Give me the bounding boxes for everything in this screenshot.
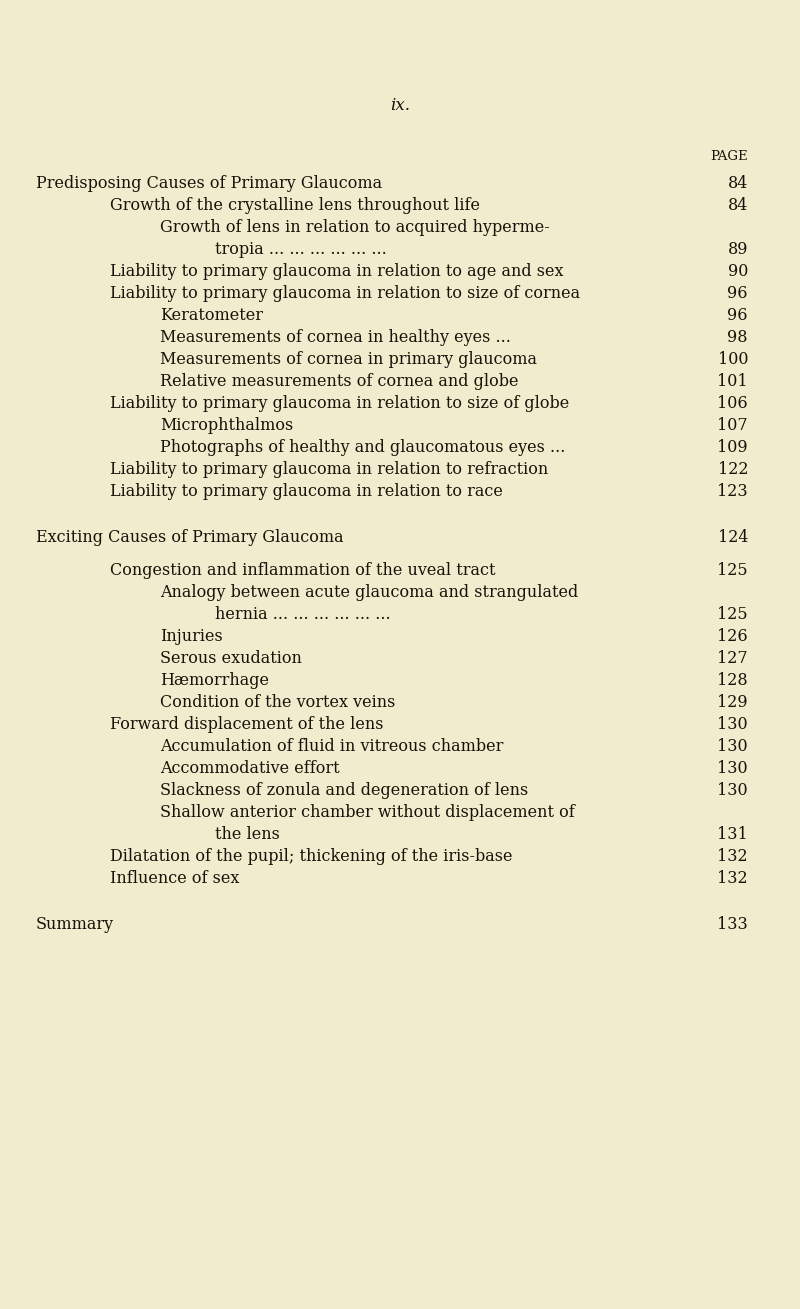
Text: 130: 130 (718, 761, 748, 778)
Text: Shallow anterior chamber without displacement of: Shallow anterior chamber without displac… (160, 804, 574, 821)
Text: Accommodative effort: Accommodative effort (160, 761, 340, 778)
Text: hernia ... ... ... ... ... ...: hernia ... ... ... ... ... ... (215, 606, 390, 623)
Text: Congestion and inflammation of the uveal tract: Congestion and inflammation of the uveal… (110, 562, 495, 579)
Text: Accumulation of fluid in vitreous chamber: Accumulation of fluid in vitreous chambe… (160, 738, 503, 755)
Text: Exciting Causes of Primary Glaucoma: Exciting Causes of Primary Glaucoma (36, 529, 344, 546)
Text: 123: 123 (718, 483, 748, 500)
Text: 96: 96 (727, 308, 748, 325)
Text: 130: 130 (718, 738, 748, 755)
Text: Measurements of cornea in primary glaucoma: Measurements of cornea in primary glauco… (160, 351, 537, 368)
Text: 84: 84 (728, 175, 748, 192)
Text: Summary: Summary (36, 916, 114, 933)
Text: 122: 122 (718, 461, 748, 478)
Text: Measurements of cornea in healthy eyes ...: Measurements of cornea in healthy eyes .… (160, 329, 511, 346)
Text: 96: 96 (727, 285, 748, 302)
Text: 89: 89 (727, 241, 748, 258)
Text: 130: 130 (718, 783, 748, 800)
Text: Growth of lens in relation to acquired hyperme-: Growth of lens in relation to acquired h… (160, 219, 550, 236)
Text: Liability to primary glaucoma in relation to size of cornea: Liability to primary glaucoma in relatio… (110, 285, 580, 302)
Text: 133: 133 (718, 916, 748, 933)
Text: 107: 107 (718, 418, 748, 435)
Text: Analogy between acute glaucoma and strangulated: Analogy between acute glaucoma and stran… (160, 584, 578, 601)
Text: Liability to primary glaucoma in relation to race: Liability to primary glaucoma in relatio… (110, 483, 503, 500)
Text: Serous exudation: Serous exudation (160, 651, 302, 668)
Text: Relative measurements of cornea and globe: Relative measurements of cornea and glob… (160, 373, 518, 390)
Text: Liability to primary glaucoma in relation to size of globe: Liability to primary glaucoma in relatio… (110, 395, 570, 412)
Text: tropia ... ... ... ... ... ...: tropia ... ... ... ... ... ... (215, 241, 386, 258)
Text: 127: 127 (718, 651, 748, 668)
Text: 131: 131 (718, 826, 748, 843)
Text: Liability to primary glaucoma in relation to refraction: Liability to primary glaucoma in relatio… (110, 461, 548, 478)
Text: 106: 106 (718, 395, 748, 412)
Text: 100: 100 (718, 351, 748, 368)
Text: Microphthalmos: Microphthalmos (160, 418, 294, 435)
Text: 98: 98 (727, 329, 748, 346)
Text: 129: 129 (718, 694, 748, 711)
Text: Influence of sex: Influence of sex (110, 870, 239, 888)
Text: Growth of the crystalline lens throughout life: Growth of the crystalline lens throughou… (110, 196, 480, 213)
Text: the lens: the lens (215, 826, 280, 843)
Text: Keratometer: Keratometer (160, 308, 263, 325)
Text: Liability to primary glaucoma in relation to age and sex: Liability to primary glaucoma in relatio… (110, 263, 563, 280)
Text: 128: 128 (718, 673, 748, 690)
Text: 101: 101 (718, 373, 748, 390)
Text: 84: 84 (728, 196, 748, 213)
Text: 125: 125 (718, 606, 748, 623)
Text: 126: 126 (718, 628, 748, 645)
Text: Predisposing Causes of Primary Glaucoma: Predisposing Causes of Primary Glaucoma (36, 175, 382, 192)
Text: Condition of the vortex veins: Condition of the vortex veins (160, 694, 395, 711)
Text: 90: 90 (728, 263, 748, 280)
Text: PAGE: PAGE (710, 151, 748, 164)
Text: 124: 124 (718, 529, 748, 546)
Text: 130: 130 (718, 716, 748, 733)
Text: Forward displacement of the lens: Forward displacement of the lens (110, 716, 383, 733)
Text: Injuries: Injuries (160, 628, 222, 645)
Text: ix.: ix. (390, 97, 410, 114)
Text: 109: 109 (718, 439, 748, 456)
Text: Photographs of healthy and glaucomatous eyes ...: Photographs of healthy and glaucomatous … (160, 439, 566, 456)
Text: Slackness of zonula and degeneration of lens: Slackness of zonula and degeneration of … (160, 783, 528, 800)
Text: Hæmorrhage: Hæmorrhage (160, 673, 269, 690)
Text: 132: 132 (718, 870, 748, 888)
Text: Dilatation of the pupil; thickening of the iris-base: Dilatation of the pupil; thickening of t… (110, 848, 513, 865)
Text: 125: 125 (718, 562, 748, 579)
Text: 132: 132 (718, 848, 748, 865)
